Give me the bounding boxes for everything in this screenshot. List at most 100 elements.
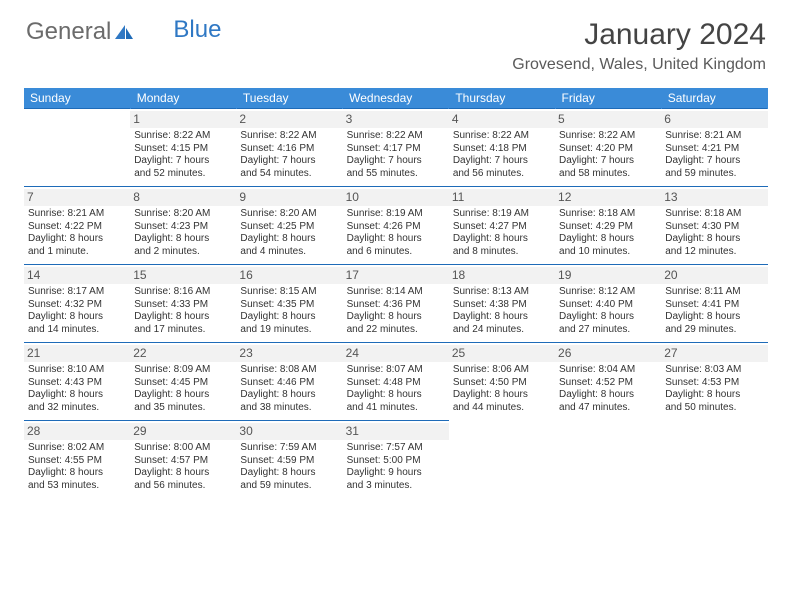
daylight-text: and 56 minutes.: [453, 168, 551, 181]
daylight-text: and 19 minutes.: [240, 324, 338, 337]
calendar-day-cell: 21Sunrise: 8:10 AMSunset: 4:43 PMDayligh…: [24, 343, 130, 421]
daylight-text: and 52 minutes.: [134, 168, 232, 181]
daylight-text: Daylight: 8 hours: [134, 311, 232, 324]
sunset-text: Sunset: 4:55 PM: [28, 455, 126, 468]
daylight-text: and 8 minutes.: [453, 246, 551, 259]
calendar-day-cell: 11Sunrise: 8:19 AMSunset: 4:27 PMDayligh…: [449, 187, 555, 265]
day-number: 1: [130, 111, 236, 128]
day-number: 11: [449, 189, 555, 206]
day-number: 20: [661, 267, 767, 284]
daylight-text: Daylight: 8 hours: [347, 311, 445, 324]
calendar-week-row: 1Sunrise: 8:22 AMSunset: 4:15 PMDaylight…: [24, 109, 768, 187]
daylight-text: Daylight: 8 hours: [559, 233, 657, 246]
daylight-text: and 6 minutes.: [347, 246, 445, 259]
calendar-day-cell: 2Sunrise: 8:22 AMSunset: 4:16 PMDaylight…: [236, 109, 342, 187]
daylight-text: and 17 minutes.: [134, 324, 232, 337]
sunset-text: Sunset: 4:40 PM: [559, 299, 657, 312]
day-number: 30: [236, 423, 342, 440]
day-number: 19: [555, 267, 661, 284]
sunset-text: Sunset: 4:41 PM: [665, 299, 763, 312]
daylight-text: and 59 minutes.: [665, 168, 763, 181]
sunrise-text: Sunrise: 8:10 AM: [28, 364, 126, 377]
sunset-text: Sunset: 4:30 PM: [665, 221, 763, 234]
daylight-text: Daylight: 7 hours: [347, 155, 445, 168]
sunrise-text: Sunrise: 8:11 AM: [665, 286, 763, 299]
calendar-day-cell: 8Sunrise: 8:20 AMSunset: 4:23 PMDaylight…: [130, 187, 236, 265]
sunrise-text: Sunrise: 8:12 AM: [559, 286, 657, 299]
calendar-day-cell: 31Sunrise: 7:57 AMSunset: 5:00 PMDayligh…: [343, 421, 449, 499]
daylight-text: Daylight: 8 hours: [665, 233, 763, 246]
sunset-text: Sunset: 4:46 PM: [240, 377, 338, 390]
day-number: 27: [661, 345, 767, 362]
daylight-text: Daylight: 8 hours: [28, 311, 126, 324]
sunset-text: Sunset: 5:00 PM: [347, 455, 445, 468]
calendar-week-row: 14Sunrise: 8:17 AMSunset: 4:32 PMDayligh…: [24, 265, 768, 343]
day-number: 3: [343, 111, 449, 128]
daylight-text: and 12 minutes.: [665, 246, 763, 259]
day-number: 7: [24, 189, 130, 206]
sunrise-text: Sunrise: 8:22 AM: [453, 130, 551, 143]
sunrise-text: Sunrise: 8:21 AM: [28, 208, 126, 221]
weekday-sunday: Sunday: [24, 88, 130, 109]
sunset-text: Sunset: 4:18 PM: [453, 143, 551, 156]
sunrise-text: Sunrise: 8:21 AM: [665, 130, 763, 143]
sunset-text: Sunset: 4:22 PM: [28, 221, 126, 234]
calendar-day-cell: 20 Sunrise: 8:11 AMSunset: 4:41 PMDayligh…: [661, 265, 767, 343]
daylight-text: Daylight: 8 hours: [665, 389, 763, 402]
sunrise-text: Sunrise: 8:22 AM: [134, 130, 232, 143]
sunrise-text: Sunrise: 7:59 AM: [240, 442, 338, 455]
day-number: 26: [555, 345, 661, 362]
sunset-text: Sunset: 4:35 PM: [240, 299, 338, 312]
daylight-text: Daylight: 8 hours: [134, 233, 232, 246]
sunset-text: Sunset: 4:50 PM: [453, 377, 551, 390]
calendar-week-row: 7 Sunrise: 8:21 AMSunset: 4:22 PM Daylight…: [24, 187, 768, 265]
sunrise-text: Sunrise: 8:02 AM: [28, 442, 126, 455]
calendar-day-cell: 19Sunrise: 8:12 AMSunset: 4:40 PMDayligh…: [555, 265, 661, 343]
sunset-text: Sunset: 4:32 PM: [28, 299, 126, 312]
daylight-text: and 10 minutes.: [559, 246, 657, 259]
daylight-text: and 24 minutes.: [453, 324, 551, 337]
calendar-day-cell: 16Sunrise: 8:15 AMSunset: 4:35 PMDayligh…: [236, 265, 342, 343]
calendar-week-row: 28Sunrise: 8:02 AMSunset: 4:55 PMDayligh…: [24, 421, 768, 499]
sunrise-text: Sunrise: 8:14 AM: [347, 286, 445, 299]
daylight-text: and 44 minutes.: [453, 402, 551, 415]
day-number: 10: [343, 189, 449, 206]
logo: General Blue: [26, 18, 221, 46]
sunset-text: Sunset: 4:57 PM: [134, 455, 232, 468]
calendar-day-cell: 22Sunrise: 8:09 AMSunset: 4:45 PMDayligh…: [130, 343, 236, 421]
daylight-text: Daylight: 8 hours: [665, 311, 763, 324]
sunrise-text: Sunrise: 8:13 AM: [453, 286, 551, 299]
sunrise-text: Sunrise: 8:06 AM: [453, 364, 551, 377]
daylight-text: Daylight: 8 hours: [134, 467, 232, 480]
calendar-day-cell: [555, 421, 661, 499]
calendar-day-cell: 18Sunrise: 8:13 AMSunset: 4:38 PMDayligh…: [449, 265, 555, 343]
day-number: 16: [236, 267, 342, 284]
daylight-text: Daylight: 8 hours: [240, 233, 338, 246]
calendar-day-cell: 9Sunrise: 8:20 AMSunset: 4:25 PMDaylight…: [236, 187, 342, 265]
calendar-table: Sunday Monday Tuesday Wednesday Thursday…: [24, 88, 768, 499]
sunrise-text: Sunrise: 8:16 AM: [134, 286, 232, 299]
daylight-text: Daylight: 7 hours: [240, 155, 338, 168]
calendar-day-cell: 26Sunrise: 8:04 AMSunset: 4:52 PMDayligh…: [555, 343, 661, 421]
day-number: 17: [343, 267, 449, 284]
day-number: 23: [236, 345, 342, 362]
daylight-text: Daylight: 8 hours: [347, 389, 445, 402]
sunset-text: Sunset: 4:29 PM: [559, 221, 657, 234]
daylight-text: Daylight: 8 hours: [453, 389, 551, 402]
weekday-tuesday: Tuesday: [236, 88, 342, 109]
daylight-text: Daylight: 8 hours: [347, 233, 445, 246]
daylight-text: Daylight: 8 hours: [240, 389, 338, 402]
daylight-text: Daylight: 8 hours: [559, 389, 657, 402]
day-number: 15: [130, 267, 236, 284]
daylight-text: and 56 minutes.: [134, 480, 232, 493]
calendar-day-cell: 3Sunrise: 8:22 AMSunset: 4:17 PMDaylight…: [343, 109, 449, 187]
sunrise-text: Sunrise: 7:57 AM: [347, 442, 445, 455]
logo-text-general: General: [26, 18, 111, 46]
daylight-text: Daylight: 8 hours: [28, 467, 126, 480]
calendar-day-cell: 28Sunrise: 8:02 AMSunset: 4:55 PMDayligh…: [24, 421, 130, 499]
daylight-text: and 1 minute.: [28, 246, 126, 259]
day-number: 12: [555, 189, 661, 206]
day-number: 9: [236, 189, 342, 206]
daylight-text: Daylight: 9 hours: [347, 467, 445, 480]
day-number: 5: [555, 111, 661, 128]
